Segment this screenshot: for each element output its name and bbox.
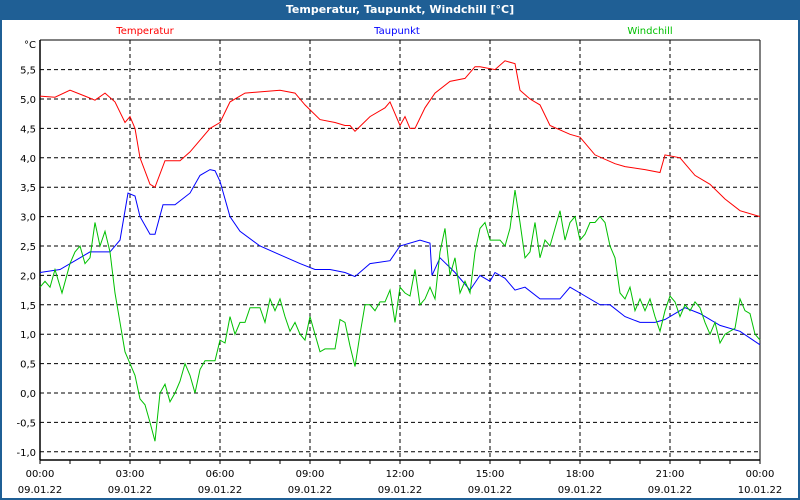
- x-tick-date-label: 09.01.22: [108, 485, 153, 496]
- x-tick-date-label: 09.01.22: [288, 485, 333, 496]
- x-tick-time-label: 18:00: [566, 469, 595, 480]
- y-tick-label: 4,0: [20, 154, 36, 165]
- y-axis-unit-label: °C: [24, 40, 36, 51]
- y-tick-label: 2,0: [20, 271, 36, 282]
- x-tick-time-label: 09:00: [296, 469, 325, 480]
- y-tick-label: 3,0: [20, 213, 36, 224]
- x-tick-date-label: 09.01.22: [198, 485, 243, 496]
- y-tick-label: 1,5: [20, 301, 36, 312]
- y-tick-label: -0,5: [16, 418, 36, 429]
- y-tick-label: 0,0: [20, 389, 36, 400]
- legend-temperatur: Temperatur: [115, 26, 174, 37]
- series-line-taupunkt: [39, 169, 761, 346]
- x-tick-date-label: 09.01.22: [468, 485, 513, 496]
- series-line-windchill: [39, 190, 761, 442]
- x-tick-date-label: 09.01.22: [648, 485, 693, 496]
- x-tick-date-label: 10.01.22: [738, 485, 783, 496]
- legend-taupunkt: Taupunkt: [373, 26, 420, 37]
- y-tick-label: 0,5: [20, 360, 36, 371]
- x-tick-time-label: 06:00: [206, 469, 235, 480]
- legend-windchill: Windchill: [627, 26, 672, 37]
- x-tick-time-label: 12:00: [386, 469, 415, 480]
- y-tick-label: 1,0: [20, 330, 36, 341]
- x-tick-time-label: 21:00: [656, 469, 685, 480]
- window-title: Temperatur, Taupunkt, Windchill [°C]: [285, 3, 515, 16]
- x-tick-time-label: 15:00: [476, 469, 505, 480]
- x-tick-time-label: 00:00: [26, 469, 55, 480]
- y-tick-label: 5,5: [20, 66, 36, 77]
- x-tick-date-label: 09.01.22: [558, 485, 603, 496]
- y-tick-label: 2,5: [20, 242, 36, 253]
- series-line-temperatur: [39, 60, 761, 218]
- y-tick-label: 3,5: [20, 183, 36, 194]
- x-tick-date-label: 09.01.22: [18, 485, 63, 496]
- x-tick-time-label: 00:00: [746, 469, 775, 480]
- y-tick-label: -1,0: [16, 448, 36, 459]
- y-tick-label: 5,0: [20, 95, 36, 106]
- y-tick-label: 4,5: [20, 124, 36, 135]
- x-tick-date-label: 09.01.22: [378, 485, 423, 496]
- x-tick-time-label: 03:00: [116, 469, 145, 480]
